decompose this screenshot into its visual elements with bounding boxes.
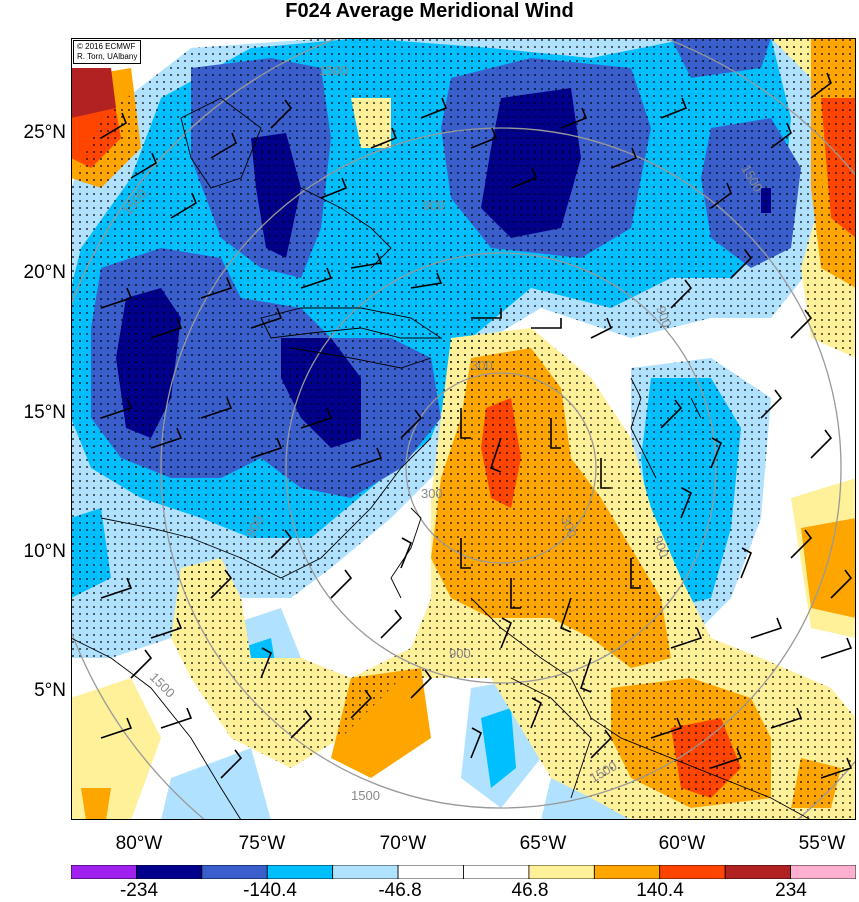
colorbar-segment — [659, 865, 726, 879]
longitude-label: 60°W — [658, 833, 706, 854]
colorbar-segment — [332, 865, 399, 879]
contour-label: 300 — [558, 514, 580, 540]
contour-label: 1500 — [319, 63, 348, 78]
map-frame — [71, 38, 856, 820]
colorbar-segment — [790, 865, 856, 879]
latitude-label: 20°N — [23, 262, 66, 283]
colorbar-segment — [528, 865, 595, 879]
distance-contours — [71, 38, 856, 820]
coastlines — [71, 97, 812, 820]
colorbar-segment — [201, 865, 268, 879]
longitude-label: 65°W — [519, 833, 567, 854]
contour-label: 900 — [449, 646, 471, 661]
colorbar-segment — [593, 865, 661, 879]
colorbar-segment — [397, 865, 464, 879]
longitude-label: 70°W — [379, 833, 427, 854]
colorbar — [71, 865, 856, 879]
colorbar-label: -234 — [119, 880, 159, 901]
credit-line: © 2016 ECMWF — [77, 42, 136, 51]
longitude-label: 80°W — [115, 833, 163, 854]
colorbar-segment — [71, 865, 137, 879]
credit-box: © 2016 ECMWF R. Torn, UAlbany — [73, 40, 142, 64]
longitude-label: 75°W — [238, 833, 286, 854]
contour-label: 300 — [471, 358, 493, 373]
colorbar-segment — [266, 865, 334, 879]
colorbar-label: 140.4 — [636, 880, 684, 901]
contour-label: 900 — [650, 534, 672, 560]
map-title: F024 Average Meridional Wind — [285, 0, 574, 22]
colorbar-segment — [136, 865, 203, 879]
contour-label: 300 — [421, 486, 443, 501]
colorbar-label: 46.8 — [511, 880, 549, 901]
colorbar-label: 234 — [775, 880, 807, 901]
contour-label: 900 — [423, 198, 445, 213]
colorbar-label: -46.8 — [378, 880, 422, 901]
latitude-label: 5°N — [34, 680, 66, 701]
contour-label: 900 — [653, 304, 675, 330]
wind-map: 1500 1500 1500 900 900 900 900 300 300 3… — [71, 38, 856, 820]
stipple — [71, 38, 856, 820]
longitude-label: 55°W — [798, 833, 846, 854]
contour-label: 1500 — [351, 788, 380, 803]
colorbar-segment — [724, 865, 791, 879]
latitude-label: 10°N — [23, 541, 66, 562]
credit-line: R. Torn, UAlbany — [77, 52, 138, 61]
colorbar-label: -140.4 — [243, 880, 297, 901]
latitude-label: 15°N — [23, 402, 66, 423]
dark-red-fill — [71, 68, 116, 118]
colorbar-segment — [463, 865, 530, 879]
wind-barbs — [100, 72, 853, 779]
latitude-label: 25°N — [23, 122, 66, 143]
